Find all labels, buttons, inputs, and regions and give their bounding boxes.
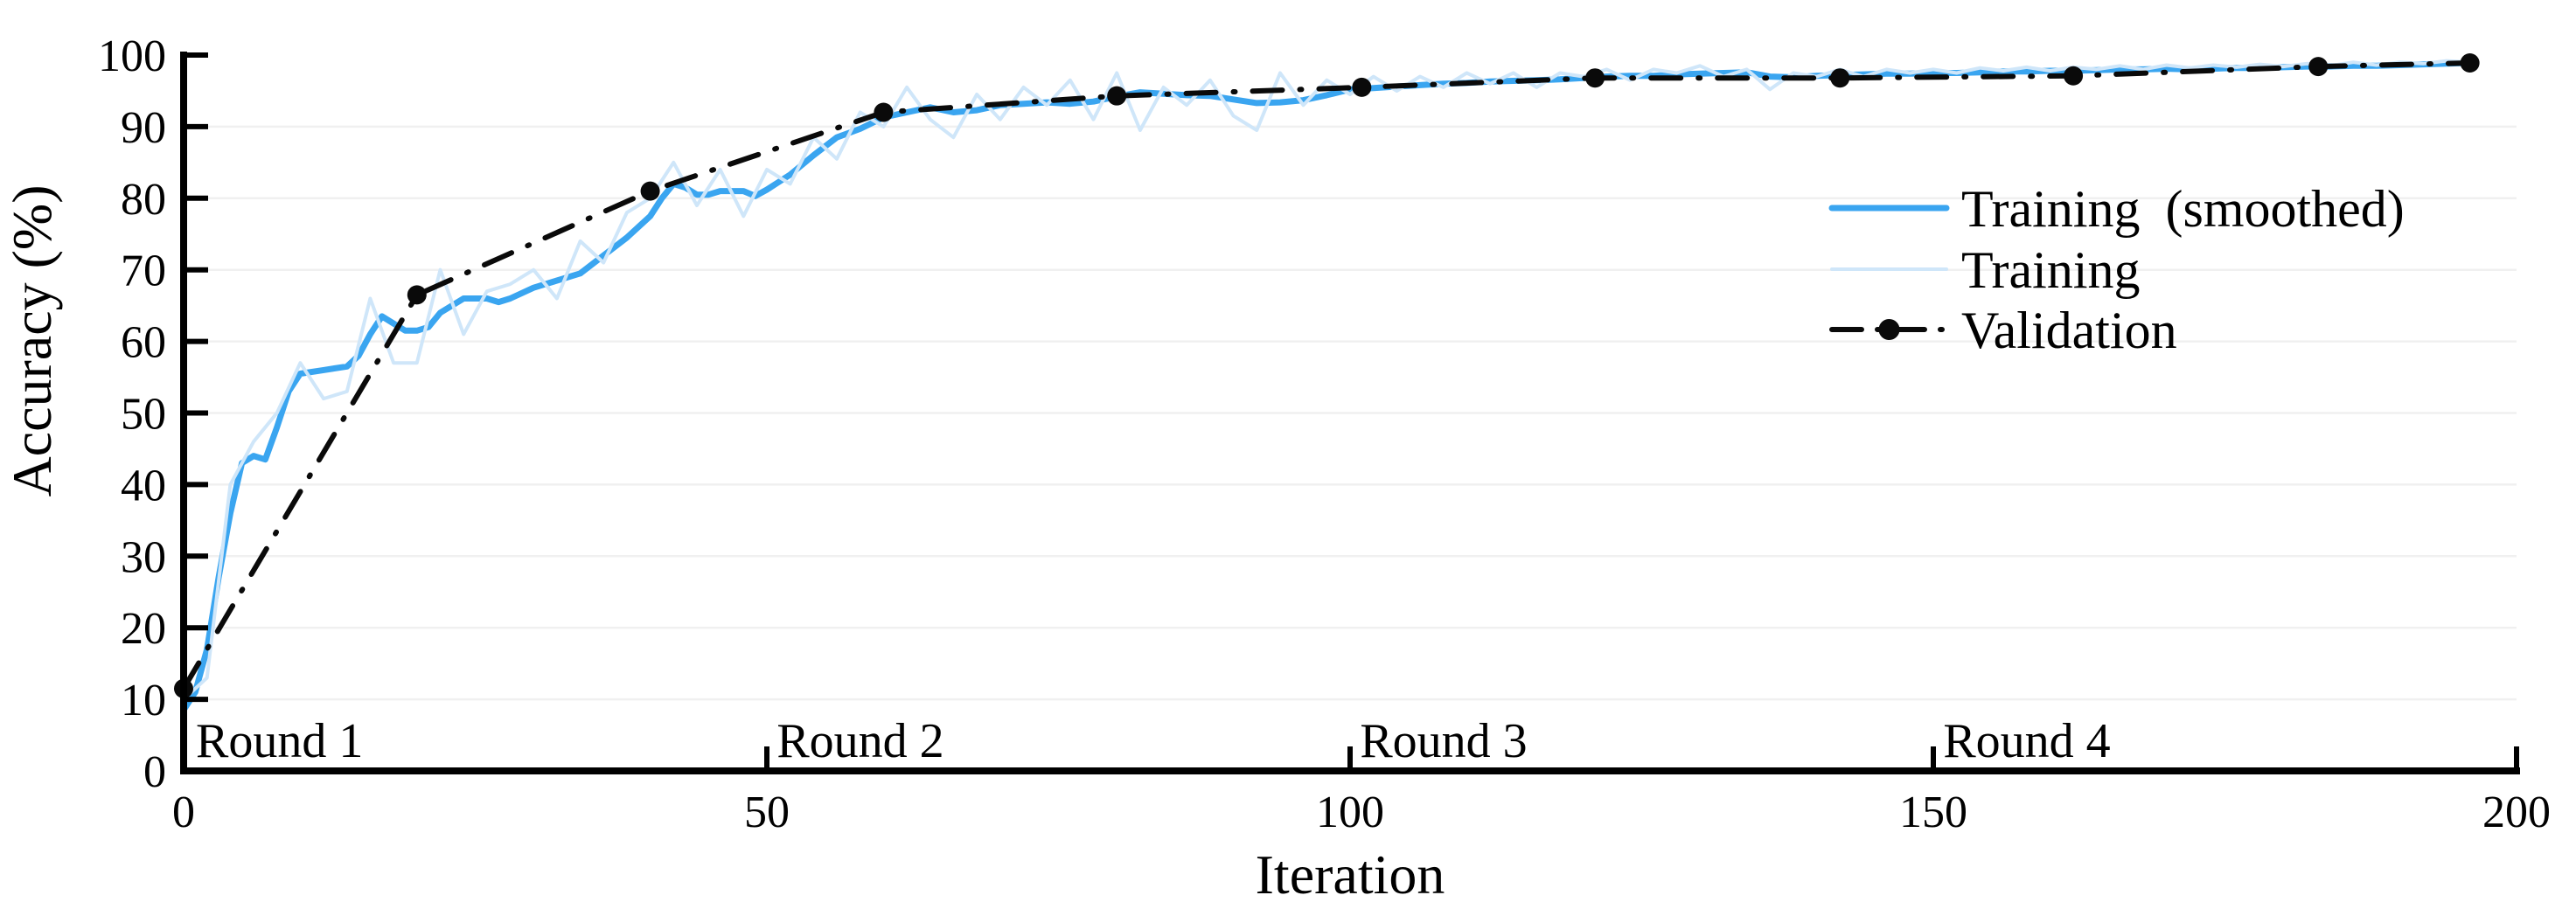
axes-layer bbox=[180, 52, 2520, 774]
legend-label-training-smoothed: Training (smoothed) bbox=[1961, 180, 2405, 238]
validation-marker bbox=[1830, 68, 1850, 88]
series-line-training bbox=[182, 59, 2472, 702]
x-tick-label-100: 100 bbox=[1316, 788, 1384, 837]
y-tick-label-20: 20 bbox=[121, 604, 166, 654]
series-line-validation bbox=[181, 60, 2473, 691]
validation-marker bbox=[874, 102, 894, 122]
x-tick-label-50: 50 bbox=[744, 788, 790, 837]
x-tick-label-0: 0 bbox=[172, 788, 195, 837]
round-label-2: Round 2 bbox=[776, 714, 943, 768]
y-axis-label: Accuracy (%) bbox=[1, 184, 63, 496]
round-label-1: Round 1 bbox=[196, 714, 363, 768]
validation-marker bbox=[1352, 77, 1372, 97]
y-tick-label-0: 0 bbox=[143, 747, 166, 797]
gridlines-layer bbox=[184, 125, 2517, 701]
y-tick-label-10: 10 bbox=[121, 676, 166, 725]
x-axis-label: Iteration bbox=[1256, 843, 1445, 906]
y-tick-label-50: 50 bbox=[121, 390, 166, 440]
y-tick-label-30: 30 bbox=[121, 532, 166, 582]
round-annotations-layer: Round 1 Round 2 Round 3 Round 4 bbox=[196, 714, 2111, 768]
y-tick-label-90: 90 bbox=[121, 103, 166, 153]
validation-marker bbox=[1107, 86, 1127, 106]
y-tick-label-100: 100 bbox=[98, 31, 166, 81]
validation-marker bbox=[640, 181, 660, 201]
series-layer bbox=[174, 53, 2480, 713]
legend-sample-marker bbox=[1878, 319, 1900, 340]
y-tick-label-80: 80 bbox=[121, 175, 166, 225]
legend-sample-lines bbox=[1828, 205, 1950, 340]
validation-marker bbox=[2064, 66, 2084, 86]
tick-labels-layer: 0 10 20 30 40 50 60 70 80 90 100 0 50 100 150 200 bbox=[98, 31, 2551, 837]
series-line-training-smoothed- bbox=[180, 59, 2474, 713]
round-label-4: Round 4 bbox=[1943, 714, 2110, 768]
y-tick-label-60: 60 bbox=[121, 318, 166, 368]
y-tick-label-40: 40 bbox=[121, 461, 166, 510]
x-tick-label-150: 150 bbox=[1899, 788, 1967, 837]
validation-marker bbox=[2308, 57, 2329, 77]
y-tick-label-70: 70 bbox=[121, 246, 166, 296]
validation-marker bbox=[1585, 68, 1605, 88]
validation-marker bbox=[2460, 53, 2480, 73]
legend-label-training: Training bbox=[1961, 241, 2141, 299]
validation-marker bbox=[407, 285, 427, 305]
legend: Training (smoothed) Training Validation bbox=[1828, 180, 2405, 359]
legend-label-validation: Validation bbox=[1961, 302, 2177, 359]
x-tick-label-200: 200 bbox=[2482, 788, 2551, 837]
round-label-3: Round 3 bbox=[1360, 714, 1527, 768]
